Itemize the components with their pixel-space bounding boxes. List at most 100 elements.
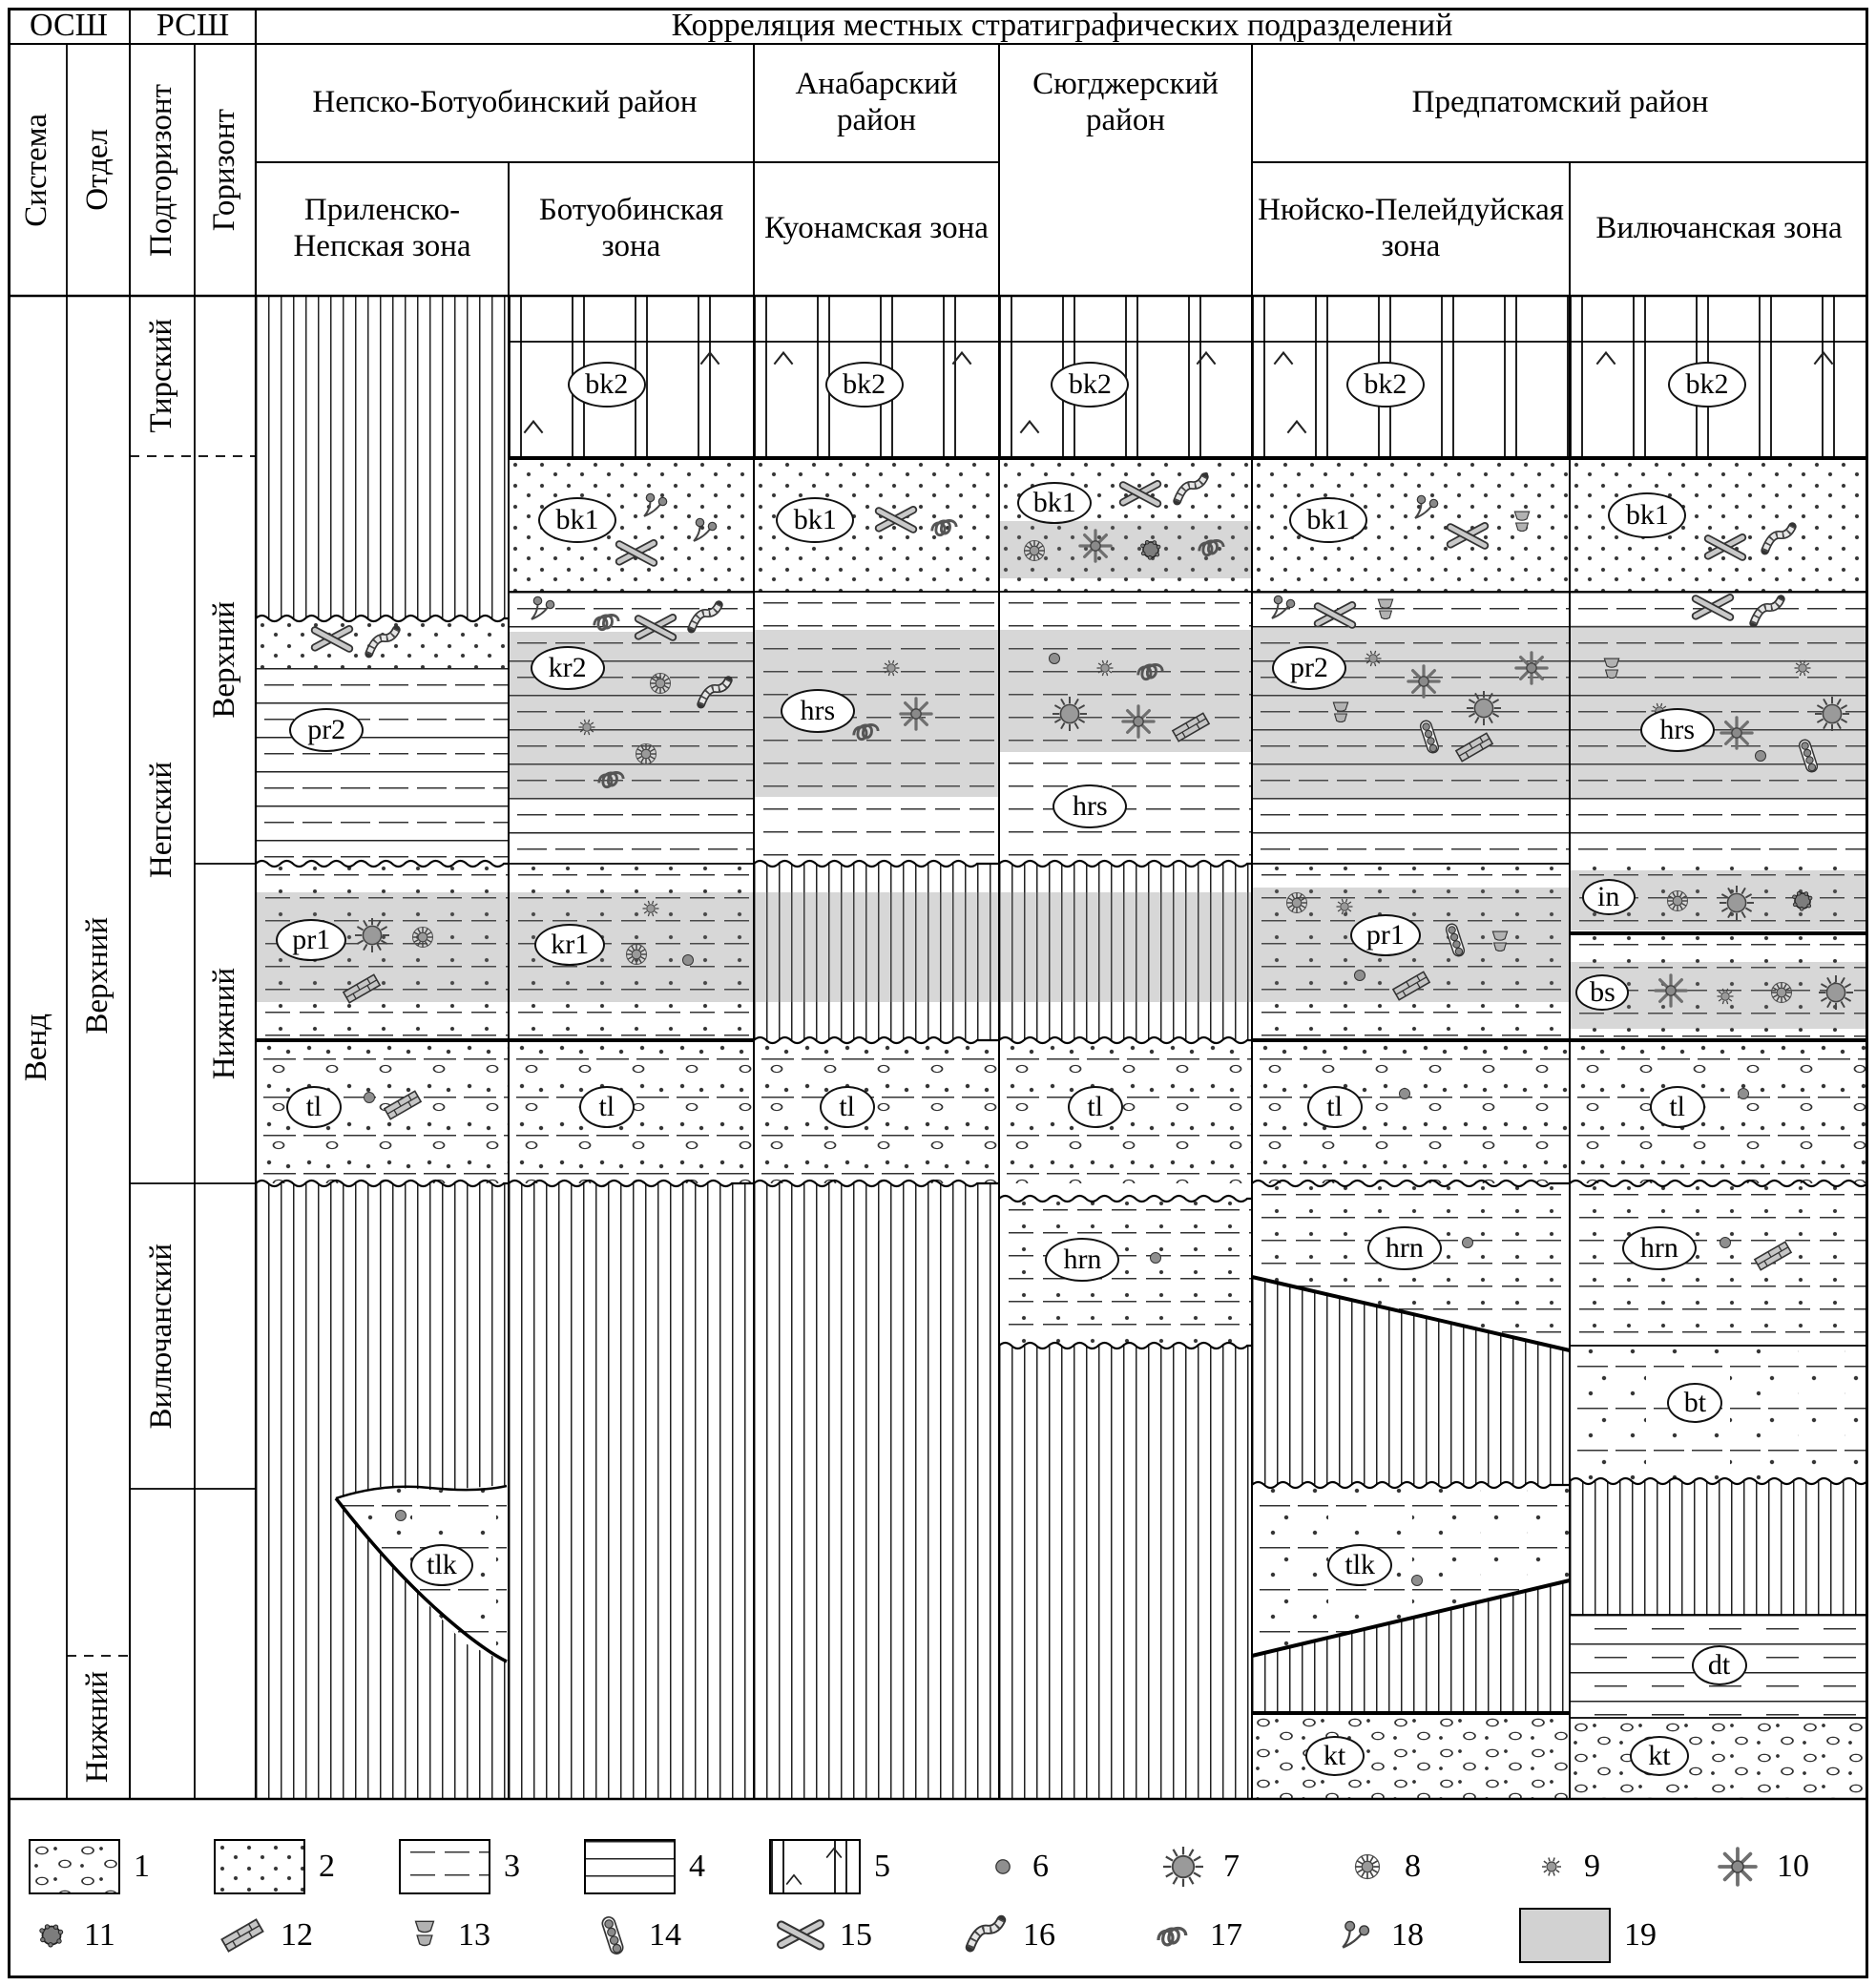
unit-label-tl: tl [578,1086,635,1128]
symbol-brick-fragment [381,1083,425,1127]
symbol-caret [1014,412,1045,443]
symbol-ooid-circle [357,1085,382,1110]
unit-label-tlk: tlk [1327,1544,1393,1586]
unit-tl [754,1040,999,1183]
legend-number: 4 [689,1849,705,1884]
unit-kr2 [509,592,754,864]
legend-number: 6 [1032,1849,1049,1884]
legend-number: 7 [1223,1849,1240,1884]
symbol-caret [1268,344,1299,374]
correlation-band [999,521,1252,578]
symbol-cup-fossil [1484,927,1516,959]
symbol-brick-fragment [1169,705,1213,749]
symbol-caret [1808,344,1839,374]
legend-number: 11 [84,1917,115,1953]
symbol-coil-fossil [1149,1912,1197,1959]
symbol-ring-fossil [1344,1843,1391,1891]
symbol-coil-fossil [591,758,633,800]
unit-label-tl: tl [1649,1086,1705,1128]
legend-number: 1 [134,1849,150,1884]
unit-label-kt: kt [1304,1736,1365,1776]
unit-tl [1252,1040,1570,1183]
symbol-caret [695,344,725,374]
unit-tl [999,1040,1252,1183]
correlation-band [1570,625,1868,800]
symbol-sun-fossil [1786,652,1819,684]
symbol-star-fossil [1510,646,1553,690]
scale-label: Тирский [144,319,179,433]
legend-swatch-19 [1519,1908,1611,1963]
unit-label-pr1: pr1 [1349,914,1421,956]
symbol-crossed-sticks [1690,585,1736,631]
unit-tl [1570,1040,1868,1183]
scale-label: Вилючанский [144,1243,179,1430]
region-label: Непско-Ботуобинский район [312,85,698,120]
unit-label-bk2: bk2 [824,362,904,408]
unit-vsparse [754,296,999,342]
correlation-band [999,892,1252,1002]
unit-label-in: in [1581,879,1636,915]
legend-number: 18 [1391,1917,1424,1953]
unit-vsparse [999,296,1252,342]
symbol-berry-stems [1407,489,1446,527]
legend-swatch-3 [399,1839,490,1894]
zone-label: Нюйско-Пелейдуйская зона [1258,193,1564,263]
scale-label: Венд [19,1013,54,1082]
symbol-bead-pod-fossil [1788,736,1828,776]
unit-label-bs: bs [1575,974,1630,1011]
symbol-radial-fossil [1813,970,1859,1015]
symbol-crossed-sticks [1702,525,1748,571]
legend-number: 19 [1624,1917,1657,1953]
unit-label-bt: bt [1667,1383,1723,1423]
legend-swatch-4 [584,1839,676,1894]
symbol-ooid-circle [1143,1245,1168,1270]
scale-label: Верхний [207,601,242,719]
unit-bk1 [999,458,1252,592]
scale-cell-Венд: Венд [8,296,67,1799]
scale-cell-Тирский: Тирский [130,296,195,456]
scale-cell-Вилючанский: Вилючанский [130,1183,195,1489]
unit-vlines [754,1183,999,1799]
symbol-brick-fragment [218,1911,267,1960]
symbol-worm-fossil [962,1912,1010,1959]
header-rsh: РСШ [130,8,256,44]
region-label: Предпатомский район [1411,85,1709,120]
symbol-ooid-circle [1731,1081,1756,1106]
legend-number: 2 [319,1849,335,1884]
unit-label-bk1: bk1 [1017,482,1093,524]
symbol-bead-pod-fossil [1435,920,1475,960]
unit-label-bk2: bk2 [567,362,646,408]
symbol-radial-fossil [1157,1840,1210,1893]
symbol-caret [518,412,549,443]
symbol-sun-fossil [571,711,603,743]
legend-number: 17 [1210,1917,1242,1953]
symbol-star-fossil [1649,969,1693,1013]
unit-bk2 [1252,342,1570,458]
symbol-crossed-sticks [614,531,659,576]
scale-cell-Верхний: Верхний [67,296,130,1656]
legend-number: 12 [281,1917,313,1953]
scale-label: Нижний [80,1671,115,1784]
region-anabarsky: Анабарский район [754,44,999,162]
header-otdel-label: Отдел [80,129,115,211]
symbol-worm-fossil [1746,592,1788,634]
header-gorizont: Горизонт [195,44,256,296]
legend-swatch-5 [769,1839,861,1894]
symbol-berry-stems [636,487,675,525]
legend-swatch-1 [29,1839,120,1894]
region-label: Анабарский район [795,67,958,137]
symbol-worm-fossil [362,622,404,664]
symbol-berry-stems [1334,1913,1378,1957]
symbol-sun-fossil [1357,642,1389,675]
region-nepsko-botuobinsky: Непско-Ботуобинский район [256,44,754,162]
symbol-crossed-sticks [775,1910,826,1961]
legend-number: 8 [1405,1849,1421,1884]
symbol-berry-stems [1264,589,1303,627]
legend-number: 10 [1777,1849,1809,1884]
unit-pr2 [256,668,509,864]
correlation-band [754,892,999,1002]
symbol-caret [782,1868,806,1892]
symbol-sun-fossil [1089,652,1121,684]
symbol-worm-fossil [1758,519,1800,561]
